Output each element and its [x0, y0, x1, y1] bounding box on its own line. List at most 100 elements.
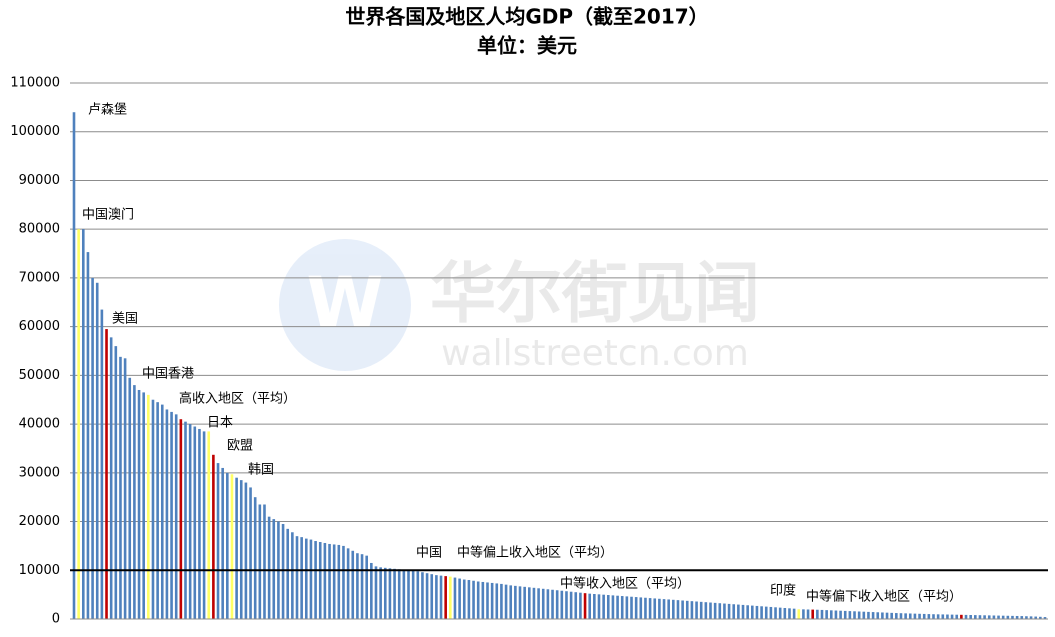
bar — [932, 614, 935, 619]
bar — [137, 389, 141, 619]
bar — [597, 594, 601, 619]
bar — [927, 614, 931, 619]
bar — [760, 606, 763, 619]
bar — [1029, 616, 1033, 619]
bar — [81, 229, 85, 619]
bar — [611, 595, 615, 619]
bar — [695, 601, 698, 619]
bar — [528, 587, 531, 619]
bar — [462, 579, 466, 619]
bar — [1001, 615, 1005, 619]
bar — [676, 600, 680, 619]
bar — [876, 612, 880, 619]
watermark: W 华尔街见闻 wallstreetcn.com — [279, 239, 760, 374]
bar — [992, 615, 996, 619]
bar — [453, 577, 457, 619]
y-tick-label: 90000 — [19, 173, 60, 188]
bar — [304, 538, 308, 619]
bar — [91, 277, 94, 619]
bar — [379, 567, 382, 619]
bar — [77, 229, 80, 619]
bar — [672, 599, 675, 619]
bar — [834, 610, 838, 619]
bar — [713, 602, 717, 619]
bar — [1011, 615, 1014, 619]
bar — [778, 607, 782, 619]
bar-annotation: 卢森堡 — [88, 102, 127, 118]
bar — [388, 568, 392, 619]
bar — [86, 252, 90, 620]
bar-annotation: 中等偏上收入地区（平均） — [457, 545, 613, 561]
bar — [467, 580, 471, 619]
bar — [867, 611, 870, 619]
bar — [1025, 616, 1028, 619]
bar — [100, 309, 104, 619]
y-tick-label: 30000 — [19, 465, 60, 480]
bar-annotation: 中国 — [416, 546, 442, 561]
bar — [974, 615, 977, 619]
bar-annotation: 中国香港 — [142, 367, 194, 382]
bar — [184, 421, 187, 619]
bar — [514, 585, 517, 619]
bar — [281, 523, 285, 619]
bar — [244, 482, 248, 619]
bar — [843, 610, 847, 619]
bar — [746, 605, 749, 619]
bar — [555, 590, 559, 619]
bar — [922, 613, 926, 619]
bar-annotation: 高收入地区（平均） — [179, 391, 296, 407]
bar — [885, 612, 889, 619]
y-tick-label: 80000 — [19, 222, 60, 237]
bar — [202, 431, 206, 619]
bar — [978, 615, 982, 619]
bar — [639, 597, 643, 619]
bar — [346, 548, 350, 619]
bar — [365, 555, 368, 619]
bar — [518, 586, 522, 619]
bar — [123, 358, 127, 619]
y-tick-label: 110000 — [10, 76, 60, 91]
bar — [648, 598, 652, 619]
bar — [862, 611, 866, 619]
bar — [774, 607, 777, 619]
bar — [820, 609, 824, 619]
bar — [481, 581, 485, 619]
bar — [964, 614, 968, 619]
bar — [737, 604, 740, 619]
bar — [848, 611, 852, 619]
bar — [411, 570, 415, 619]
bar — [430, 574, 434, 619]
bar — [634, 597, 638, 619]
bar — [895, 613, 898, 619]
bar — [216, 463, 220, 619]
bar — [263, 504, 266, 619]
bar — [769, 606, 773, 619]
bar — [374, 566, 378, 619]
bar — [253, 497, 257, 619]
bar — [435, 575, 438, 619]
bar — [1043, 617, 1047, 619]
bar — [602, 594, 605, 619]
bar — [532, 587, 536, 619]
bar — [449, 576, 452, 619]
bar — [109, 337, 113, 619]
bar-annotation: 印度 — [770, 583, 796, 599]
bar — [151, 399, 155, 619]
bar — [583, 593, 587, 619]
watermark-logo-letter: W — [306, 262, 383, 344]
bar — [853, 611, 856, 619]
bar — [351, 550, 355, 619]
bar — [495, 583, 499, 619]
bar — [119, 356, 122, 619]
bar — [230, 474, 234, 619]
bar — [829, 610, 833, 619]
bar — [523, 586, 526, 619]
bar — [444, 576, 447, 619]
y-tick-label: 100000 — [10, 124, 60, 139]
bar — [500, 583, 503, 619]
bar — [560, 590, 564, 619]
bar — [569, 591, 573, 619]
bar — [783, 607, 787, 619]
bar — [987, 615, 991, 619]
